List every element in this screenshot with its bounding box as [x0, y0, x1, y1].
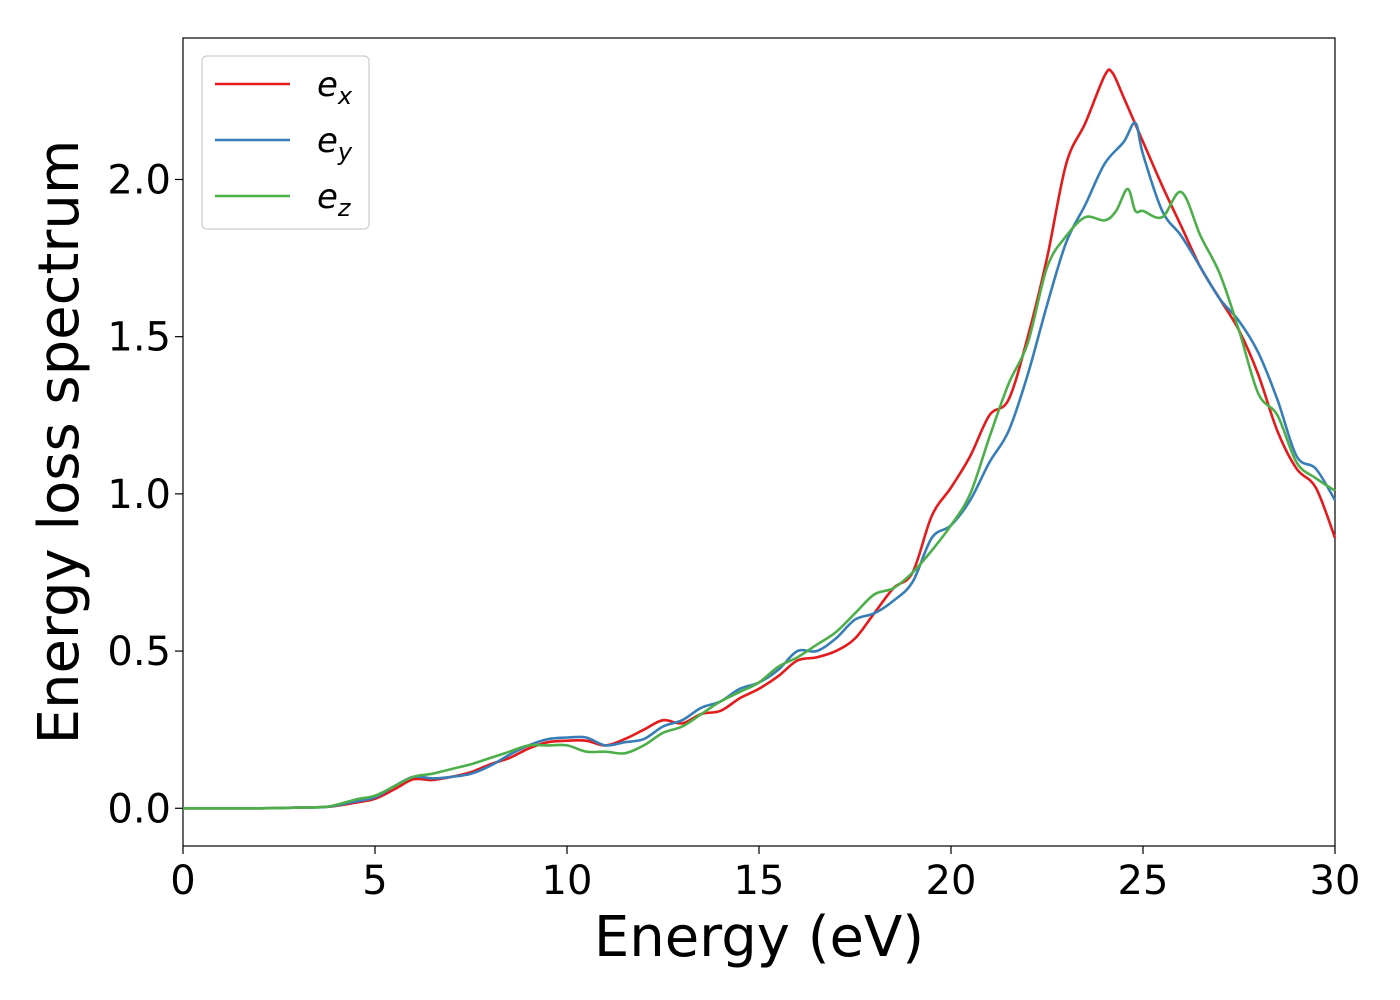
x-axis-title: Energy (eV) [594, 905, 924, 970]
x-tick-label: 5 [362, 858, 387, 904]
legend-box [201, 55, 370, 230]
plot-area [182, 37, 1336, 847]
legend-subscript: x [337, 82, 353, 110]
series-line-z [183, 187, 1336, 810]
y-axis-ticks: 0.0 0.5 1.0 1.5 2.0 [107, 157, 183, 832]
x-tick-label: 0 [170, 858, 195, 904]
y-tick-label: 1.0 [107, 472, 171, 518]
legend-subscript: z [337, 194, 352, 222]
x-axis-ticks: 0 5 10 15 20 25 30 [170, 846, 1360, 904]
series-layer [183, 68, 1337, 810]
y-tick-label: 2.0 [107, 157, 171, 203]
legend-subscript: y [337, 138, 353, 166]
y-axis-title: Energy loss spectrum [27, 140, 92, 745]
x-tick-label: 30 [1310, 858, 1361, 904]
x-tick-label: 10 [542, 858, 593, 904]
y-tick-label: 0.5 [107, 629, 171, 675]
y-tick-label: 0.0 [107, 786, 171, 832]
x-tick-label: 15 [734, 858, 785, 904]
x-tick-label: 20 [926, 858, 977, 904]
x-tick-label: 25 [1118, 858, 1169, 904]
y-tick-label: 1.5 [107, 315, 171, 361]
